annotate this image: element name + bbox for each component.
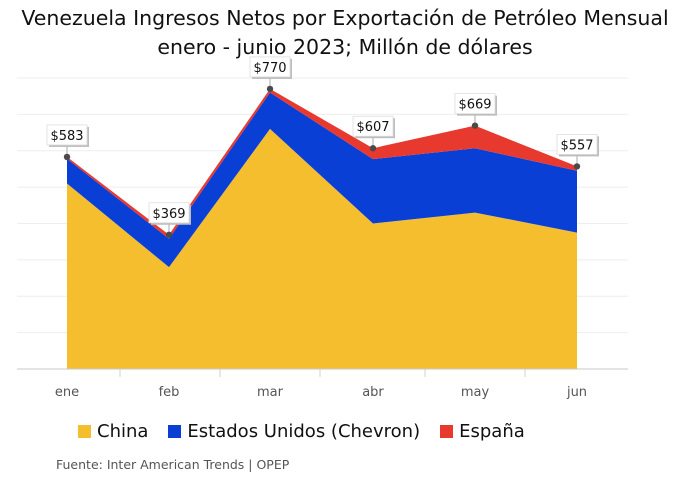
area-espana — [67, 88, 577, 239]
x-tick-label: ene — [55, 385, 79, 400]
total-marker — [369, 145, 377, 152]
data-label-box — [148, 202, 190, 224]
stacked-area-chart: ene feb mar abr may jun $583$369$770$607$669$… — [17, 56, 628, 400]
area-estados-unidos-chevron — [67, 92, 577, 268]
area-china — [67, 128, 577, 369]
data-label: $583 — [50, 129, 83, 144]
legend-item-estados-unidos: Estados Unidos (Chevron) — [168, 421, 420, 442]
data-label-box — [352, 115, 394, 137]
data-label: $770 — [253, 61, 286, 76]
data-labels: $583 $369 $770 $607 $669 $557 — [46, 56, 599, 225]
source-note: Fuente: Inter American Trends | OPEP — [56, 457, 290, 472]
data-label: $669 — [458, 98, 491, 113]
data-label-box — [46, 124, 88, 146]
total-marker — [471, 122, 479, 129]
legend-swatch-china — [78, 425, 91, 438]
data-label: $369 — [152, 207, 185, 222]
series-areas — [67, 88, 577, 369]
data-label: $557 — [560, 138, 593, 153]
x-tick-label: abr — [362, 385, 384, 400]
legend-label-espana: España — [459, 421, 525, 442]
legend-label-estados-unidos: Estados Unidos (Chevron) — [187, 421, 421, 442]
chart-subtitle: enero - junio 2023; Millón de dólares — [157, 35, 533, 59]
legend-item-espana: España — [440, 421, 525, 442]
data-label-box — [249, 56, 291, 78]
data-label: $607 — [356, 120, 389, 135]
legend-item-china: China — [78, 421, 148, 442]
x-tick-label: feb — [159, 385, 180, 400]
x-tick-label: may — [461, 385, 490, 400]
legend-swatch-espana — [440, 425, 454, 438]
legend-label-china: China — [97, 421, 149, 442]
data-label-box — [556, 133, 598, 155]
x-tick-label: jun — [566, 385, 587, 400]
data-label-box — [454, 93, 496, 115]
x-axis: ene feb mar abr may jun — [17, 368, 628, 400]
total-marker — [63, 153, 71, 161]
legend-swatch-estados-unidos — [168, 425, 182, 438]
legend: China Estados Unidos (Chevron) España — [78, 421, 545, 442]
total-marker — [266, 85, 274, 93]
total-marker — [573, 163, 581, 170]
total-marker — [165, 231, 173, 238]
chart-title: Venezuela Ingresos Netos por Exportación… — [21, 6, 669, 30]
x-tick-label: mar — [257, 385, 284, 400]
